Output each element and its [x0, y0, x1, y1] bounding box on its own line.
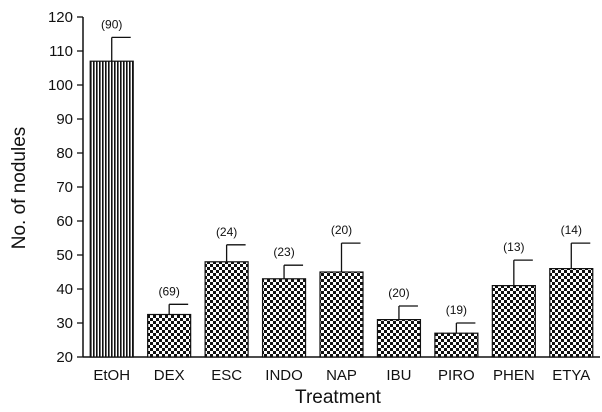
bars — [89, 36, 594, 358]
bar — [204, 261, 249, 358]
y-tick-label: 50 — [56, 247, 73, 264]
y-tick-label: 60 — [56, 213, 73, 230]
x-tick-label: ETYA — [552, 367, 590, 384]
bar — [434, 332, 479, 358]
y-tick-label: 80 — [56, 145, 73, 162]
y-tick-label: 90 — [56, 111, 73, 128]
labels: 20 30 40 50 60 70 80 90 100 110 120 (90) EtOH (69) DEX… — [48, 9, 590, 384]
bar — [89, 60, 134, 358]
x-tick-label: IBU — [386, 367, 411, 384]
bar — [261, 278, 307, 358]
sample-size-label: (20) — [331, 223, 352, 237]
bar — [549, 268, 594, 358]
sample-size-label: (23) — [273, 245, 294, 259]
bar — [376, 319, 422, 358]
bar — [147, 313, 192, 358]
bar — [491, 285, 536, 358]
x-tick-label: INDO — [265, 367, 303, 384]
x-tick-label: PIRO — [438, 367, 475, 384]
sample-size-label: (24) — [216, 225, 237, 239]
y-tick-label: 100 — [48, 77, 73, 94]
sample-size-label: (20) — [388, 286, 409, 300]
bar — [319, 271, 364, 358]
x-tick-label: PHEN — [493, 367, 535, 384]
y-tick-label: 20 — [56, 349, 73, 366]
x-axis-title: Treatment — [295, 387, 382, 407]
sample-size-label: (69) — [158, 284, 179, 298]
sample-size-label: (14) — [561, 223, 582, 237]
x-tick-label: ESC — [211, 367, 242, 384]
y-tick-label: 70 — [56, 179, 73, 196]
y-tick-label: 40 — [56, 281, 73, 298]
y-tick-label: 110 — [49, 43, 73, 60]
sample-size-label: (90) — [101, 17, 122, 31]
x-tick-label: DEX — [154, 367, 185, 384]
x-tick-label: NAP — [326, 367, 357, 384]
sample-size-label: (19) — [446, 303, 467, 317]
y-tick-label: 120 — [48, 9, 73, 26]
sample-size-label: (13) — [503, 240, 524, 254]
x-tick-label: EtOH — [93, 367, 130, 384]
y-tick-label: 30 — [56, 315, 73, 332]
y-axis-title: No. of nodules — [9, 127, 30, 250]
